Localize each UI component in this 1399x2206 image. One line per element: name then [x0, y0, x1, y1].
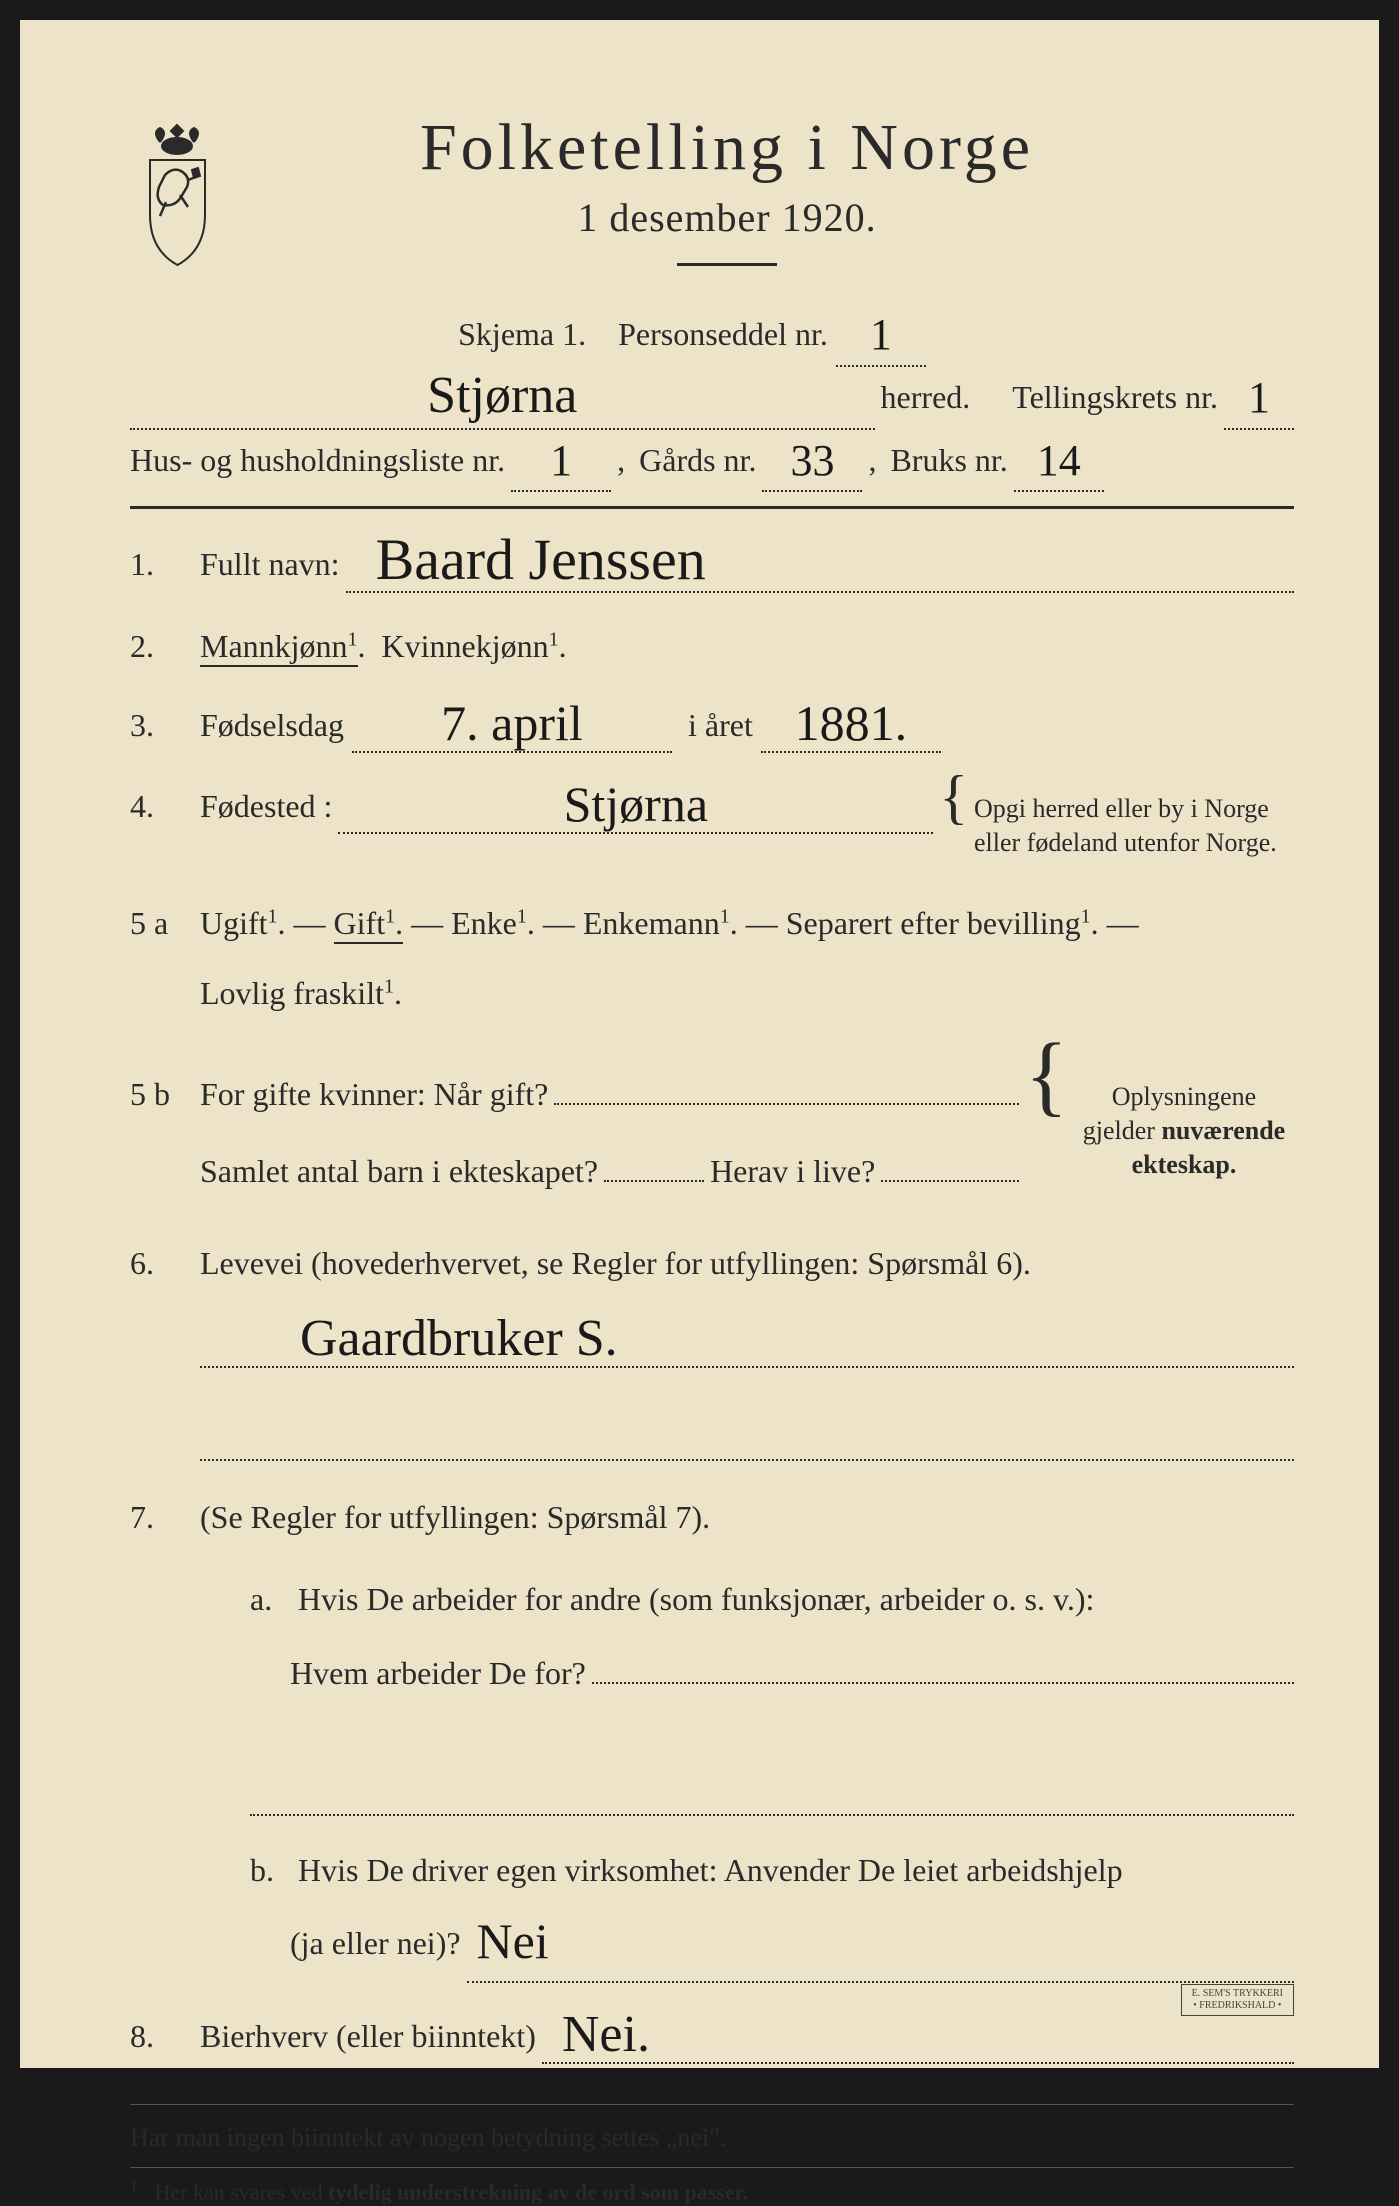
bruks-label: Bruks nr.	[890, 430, 1007, 491]
q3-num: 3.	[130, 700, 200, 751]
q6-num: 6.	[130, 1238, 200, 1289]
q4-note: Opgi herred eller by i Norge eller fødel…	[974, 792, 1294, 860]
q3-label: Fødselsdag	[200, 707, 344, 743]
personseddel-label: Personseddel nr.	[618, 316, 828, 352]
q3-year-label: i året	[688, 707, 753, 743]
q7b-line1: Hvis De driver egen virksomhet: Anvender…	[298, 1852, 1123, 1888]
tellingskrets-value: 1	[1224, 367, 1294, 430]
q5a: 5 a Ugift1. — Gift1. — Enke1. — Enkemann…	[130, 888, 1294, 1029]
q7a: a. Hvis De arbeider for andre (som funks…	[250, 1563, 1294, 1816]
q6-blank	[200, 1408, 1294, 1461]
q1: 1. Fullt navn: Baard Jenssen	[130, 539, 1294, 592]
q7a-num: a.	[250, 1563, 290, 1637]
q4-value: Stjørna	[338, 781, 933, 834]
q7a-blank	[250, 1740, 1294, 1816]
meta-block: Skjema 1. Personseddel nr. 1 Stjørna her…	[130, 304, 1294, 492]
title-block: Folketelling i Norge 1 desember 1920.	[255, 110, 1294, 294]
q5a-ugift: Ugift1.	[200, 905, 286, 941]
q4-label: Fødested :	[200, 781, 332, 832]
q8-value: Nei.	[542, 2011, 1294, 2064]
herred-suffix: herred.	[881, 367, 971, 428]
printer-stamp: E. SEM'S TRYKKERI• FREDRIKSHALD •	[1181, 1984, 1294, 2016]
q5a-num: 5 a	[130, 898, 200, 949]
q5b-line2a: Samlet antal barn i ekteskapet?	[200, 1133, 598, 1210]
q5a-enke: Enke1.	[451, 905, 535, 941]
divider	[130, 506, 1294, 509]
q7b-num: b.	[250, 1834, 290, 1908]
q3-day: 7. april	[352, 700, 672, 753]
q7-label: (Se Regler for utfyllingen: Spørsmål 7).	[200, 1481, 1294, 1555]
q8-num: 8.	[130, 2011, 200, 2062]
footnote: 1 Her kan svares ved tydelig understrekn…	[130, 2167, 1294, 2205]
schema-line: Skjema 1. Personseddel nr. 1	[130, 304, 1294, 367]
q1-value: Baard Jenssen	[346, 539, 1294, 592]
q8-label: Bierhverv (eller biinntekt)	[200, 2011, 536, 2062]
q5a-lovlig: Lovlig fraskilt1.	[200, 975, 402, 1011]
bruks-value: 14	[1014, 430, 1104, 493]
q2-kvinn: Kvinnekjønn1.	[382, 628, 567, 664]
q5b-live-value	[881, 1180, 1018, 1182]
q7-num: 7.	[130, 1492, 200, 1543]
q1-label: Fullt navn:	[200, 539, 340, 590]
q5a-enkemann: Enkemann1.	[583, 905, 738, 941]
q6-label: Levevei (hovederhvervet, se Regler for u…	[200, 1238, 1294, 1289]
q2-mann: Mannkjønn1	[200, 628, 358, 667]
q7a-value	[592, 1682, 1294, 1684]
q4-num: 4.	[130, 781, 200, 832]
schema-label: Skjema 1.	[458, 316, 586, 352]
q5a-separert: Separert efter bevilling1.	[786, 905, 1099, 941]
coat-of-arms-icon	[130, 120, 225, 275]
census-form-page: Folketelling i Norge 1 desember 1920. Sk…	[20, 20, 1379, 2068]
q7a-line1: Hvis De arbeider for andre (som funksjon…	[298, 1581, 1094, 1617]
q7b-value: Nei	[467, 1907, 1294, 1983]
q6-value: Gaardbruker S.	[200, 1315, 1294, 1368]
q5b-line2b: Herav i live?	[710, 1133, 875, 1210]
herred-line: Stjørna herred. Tellingskrets nr. 1	[130, 367, 1294, 430]
q8: 8. Bierhverv (eller biinntekt) Nei.	[130, 2011, 1294, 2064]
q5a-gift: Gift1.	[334, 905, 404, 944]
q3-year: 1881.	[761, 700, 941, 753]
q5b-line1: For gifte kvinner: Når gift?	[200, 1056, 548, 1133]
personseddel-value: 1	[836, 304, 926, 367]
tellingskrets-label: Tellingskrets nr.	[1012, 367, 1218, 428]
q7: 7. (Se Regler for utfyllingen: Spørsmål …	[130, 1481, 1294, 1983]
q1-num: 1.	[130, 539, 200, 590]
q6: 6. Levevei (hovederhvervet, se Regler fo…	[130, 1238, 1294, 1462]
q7b: b. Hvis De driver egen virksomhet: Anven…	[250, 1834, 1294, 1983]
q7a-line2: Hvem arbeider De for?	[290, 1637, 586, 1711]
husliste-prefix: Hus- og husholdningsliste nr.	[130, 430, 505, 491]
q5b: 5 b For gifte kvinner: Når gift? Samlet …	[130, 1056, 1294, 1210]
q5b-note: Oplysningene gjelder nuværende ekteskap.	[1074, 1080, 1294, 1181]
gaards-label: Gårds nr.	[639, 430, 756, 491]
subtitle: 1 desember 1920.	[255, 194, 1199, 241]
main-title: Folketelling i Norge	[255, 110, 1199, 186]
gaards-value: 33	[762, 430, 862, 493]
q4: 4. Fødested : Stjørna { Opgi herred elle…	[130, 781, 1294, 860]
q3: 3. Fødselsdag 7. april i året 1881.	[130, 700, 1294, 753]
header: Folketelling i Norge 1 desember 1920.	[130, 110, 1294, 294]
husliste-line: Hus- og husholdningsliste nr. 1 , Gårds …	[130, 430, 1294, 493]
herred-name: Stjørna	[130, 367, 875, 430]
q2-num: 2.	[130, 621, 200, 672]
title-rule	[677, 263, 777, 266]
q5b-num: 5 b	[130, 1069, 200, 1120]
q5b-barn-value	[604, 1180, 704, 1182]
q5b-gift-value	[554, 1103, 1018, 1105]
q7b-line2: (ja eller nei)?	[290, 1907, 461, 1981]
bottom-note: Har man ingen biinntekt av nogen betydni…	[130, 2104, 1294, 2153]
husliste-nr: 1	[511, 430, 611, 493]
q2: 2. Mannkjønn1. Kvinnekjønn1.	[130, 621, 1294, 672]
